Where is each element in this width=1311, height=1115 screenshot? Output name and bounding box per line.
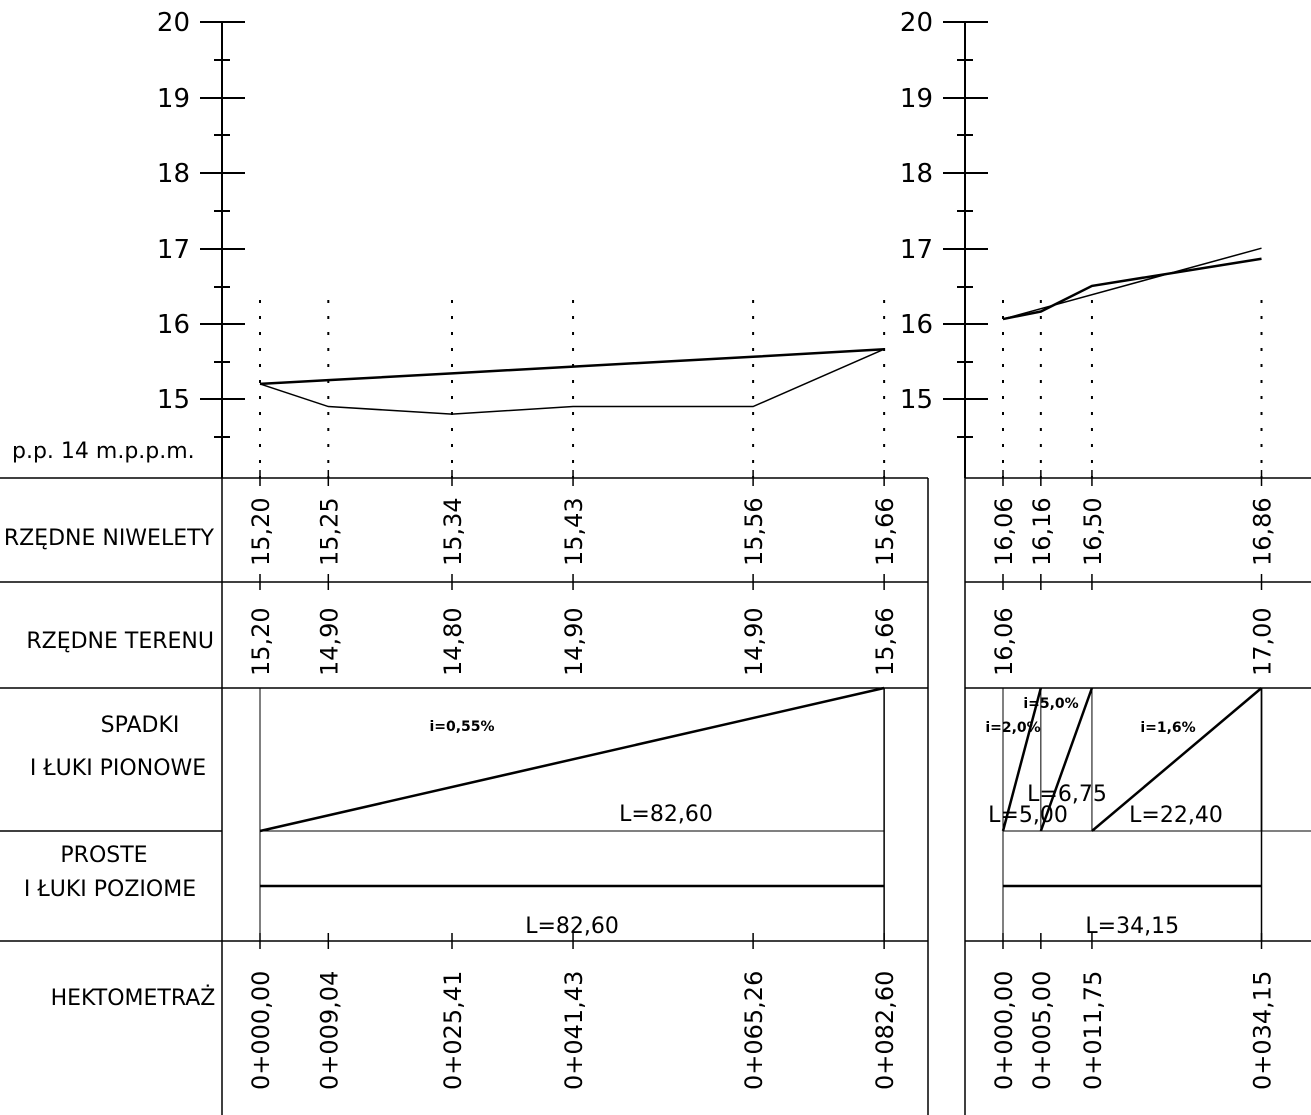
grade-line	[259, 686, 885, 833]
elevation-axis-right	[943, 21, 988, 478]
elevation-axis-left-labels: 20 19 18 17 16 15	[157, 8, 190, 415]
chainage-value: 0+000,00	[247, 971, 275, 1090]
teren-value: 17,00	[1249, 607, 1277, 676]
row-label-luki-pionowe: I ŁUKI PIONOWE	[30, 756, 206, 781]
elevation-axis-right-labels: 20 19 18 17 16 15	[900, 8, 933, 415]
chainage-value: 0+005,00	[1028, 971, 1056, 1090]
datum-label: p.p. 14 m.p.p.m.	[12, 439, 195, 464]
elevation-tick-label: 16	[157, 310, 190, 340]
niweleta-value: 15,66	[871, 497, 899, 566]
niweleta-value: 16,16	[1028, 497, 1056, 566]
grade-line	[1091, 687, 1263, 832]
grade-label: i=0,55%	[429, 719, 494, 735]
elevation-tick-label: 20	[157, 8, 190, 38]
niweleta-line	[259, 347, 885, 386]
row-label-hektometraz: HEKTOMETRAŻ	[51, 985, 216, 1011]
niweleta-value: 16,06	[990, 497, 1018, 566]
teren-value: 14,80	[439, 607, 467, 676]
elevation-tick-label: 20	[900, 8, 933, 38]
row-label-spadki: SPADKI	[101, 713, 180, 738]
niweleta-value: 15,43	[560, 497, 588, 566]
teren-value: 14,90	[315, 607, 343, 676]
profile-texts: 15,20 15,20 0+000,00 15,25 14,90 0+009,04 15,3…	[247, 497, 1277, 1090]
grade-length: L=82,60	[619, 802, 713, 827]
grade-label: i=2,0%	[985, 720, 1040, 736]
elevation-tick-label: 15	[157, 385, 190, 415]
elevation-tick-label: 19	[157, 84, 190, 114]
chainage-value: 0+025,41	[439, 971, 467, 1090]
niweleta-line	[1002, 257, 1262, 321]
niweleta-value: 15,56	[740, 497, 768, 566]
teren-value: 14,90	[740, 607, 768, 676]
horizontal-length: L=82,60	[525, 914, 619, 939]
niweleta-value: 15,20	[247, 497, 275, 566]
niweleta-value: 15,25	[315, 497, 343, 566]
row-label-luki-poziome: I ŁUKI POZIOME	[24, 877, 196, 902]
chainage-value: 0+000,00	[990, 971, 1018, 1090]
grade-label: i=1,6%	[1140, 720, 1195, 736]
chainage-value: 0+065,26	[740, 971, 768, 1090]
row-label-niwelety: RZĘDNE NIWELETY	[4, 526, 215, 551]
terrain-line	[1002, 247, 1262, 320]
teren-value: 16,06	[990, 607, 1018, 676]
teren-value: 15,66	[871, 607, 899, 676]
horizontal-length: L=34,15	[1085, 914, 1179, 939]
teren-value: 15,20	[247, 607, 275, 676]
elevation-tick-label: 19	[900, 84, 933, 114]
grade-length: L=6,75	[1027, 782, 1107, 807]
profile-table-frame	[0, 477, 1311, 1115]
chainage-value: 0+082,60	[871, 971, 899, 1090]
chainage-value: 0+011,75	[1079, 971, 1107, 1090]
row-labels: RZĘDNE NIWELETY RZĘDNE TERENU SPADKI I Ł…	[4, 526, 216, 1011]
elevation-tick-label: 15	[900, 385, 933, 415]
grade-label: i=5,0%	[1023, 696, 1078, 712]
elevation-tick-label: 18	[157, 159, 190, 189]
grade-line	[1039, 687, 1094, 832]
niweleta-value: 15,34	[439, 497, 467, 566]
elevation-tick-label: 17	[157, 235, 190, 265]
niweleta-value: 16,86	[1249, 497, 1277, 566]
elevation-axis-left	[200, 21, 245, 478]
row-label-proste: PROSTE	[60, 843, 147, 868]
elevation-tick-label: 16	[900, 310, 933, 340]
elevation-tick-label: 18	[900, 159, 933, 189]
elevation-tick-label: 17	[900, 235, 933, 265]
grade-length: L=22,40	[1129, 803, 1223, 828]
teren-value: 14,90	[560, 607, 588, 676]
chainage-value: 0+009,04	[315, 971, 343, 1090]
chainage-value: 0+041,43	[560, 971, 588, 1090]
terrain-line	[259, 348, 885, 415]
grade-line	[1001, 687, 1043, 832]
chainage-value: 0+034,15	[1249, 971, 1277, 1090]
grade-length: L=5,00	[988, 803, 1068, 828]
row-label-terenu: RZĘDNE TERENU	[26, 629, 214, 654]
profile-graphics	[259, 247, 1311, 949]
niweleta-value: 16,50	[1079, 497, 1107, 566]
